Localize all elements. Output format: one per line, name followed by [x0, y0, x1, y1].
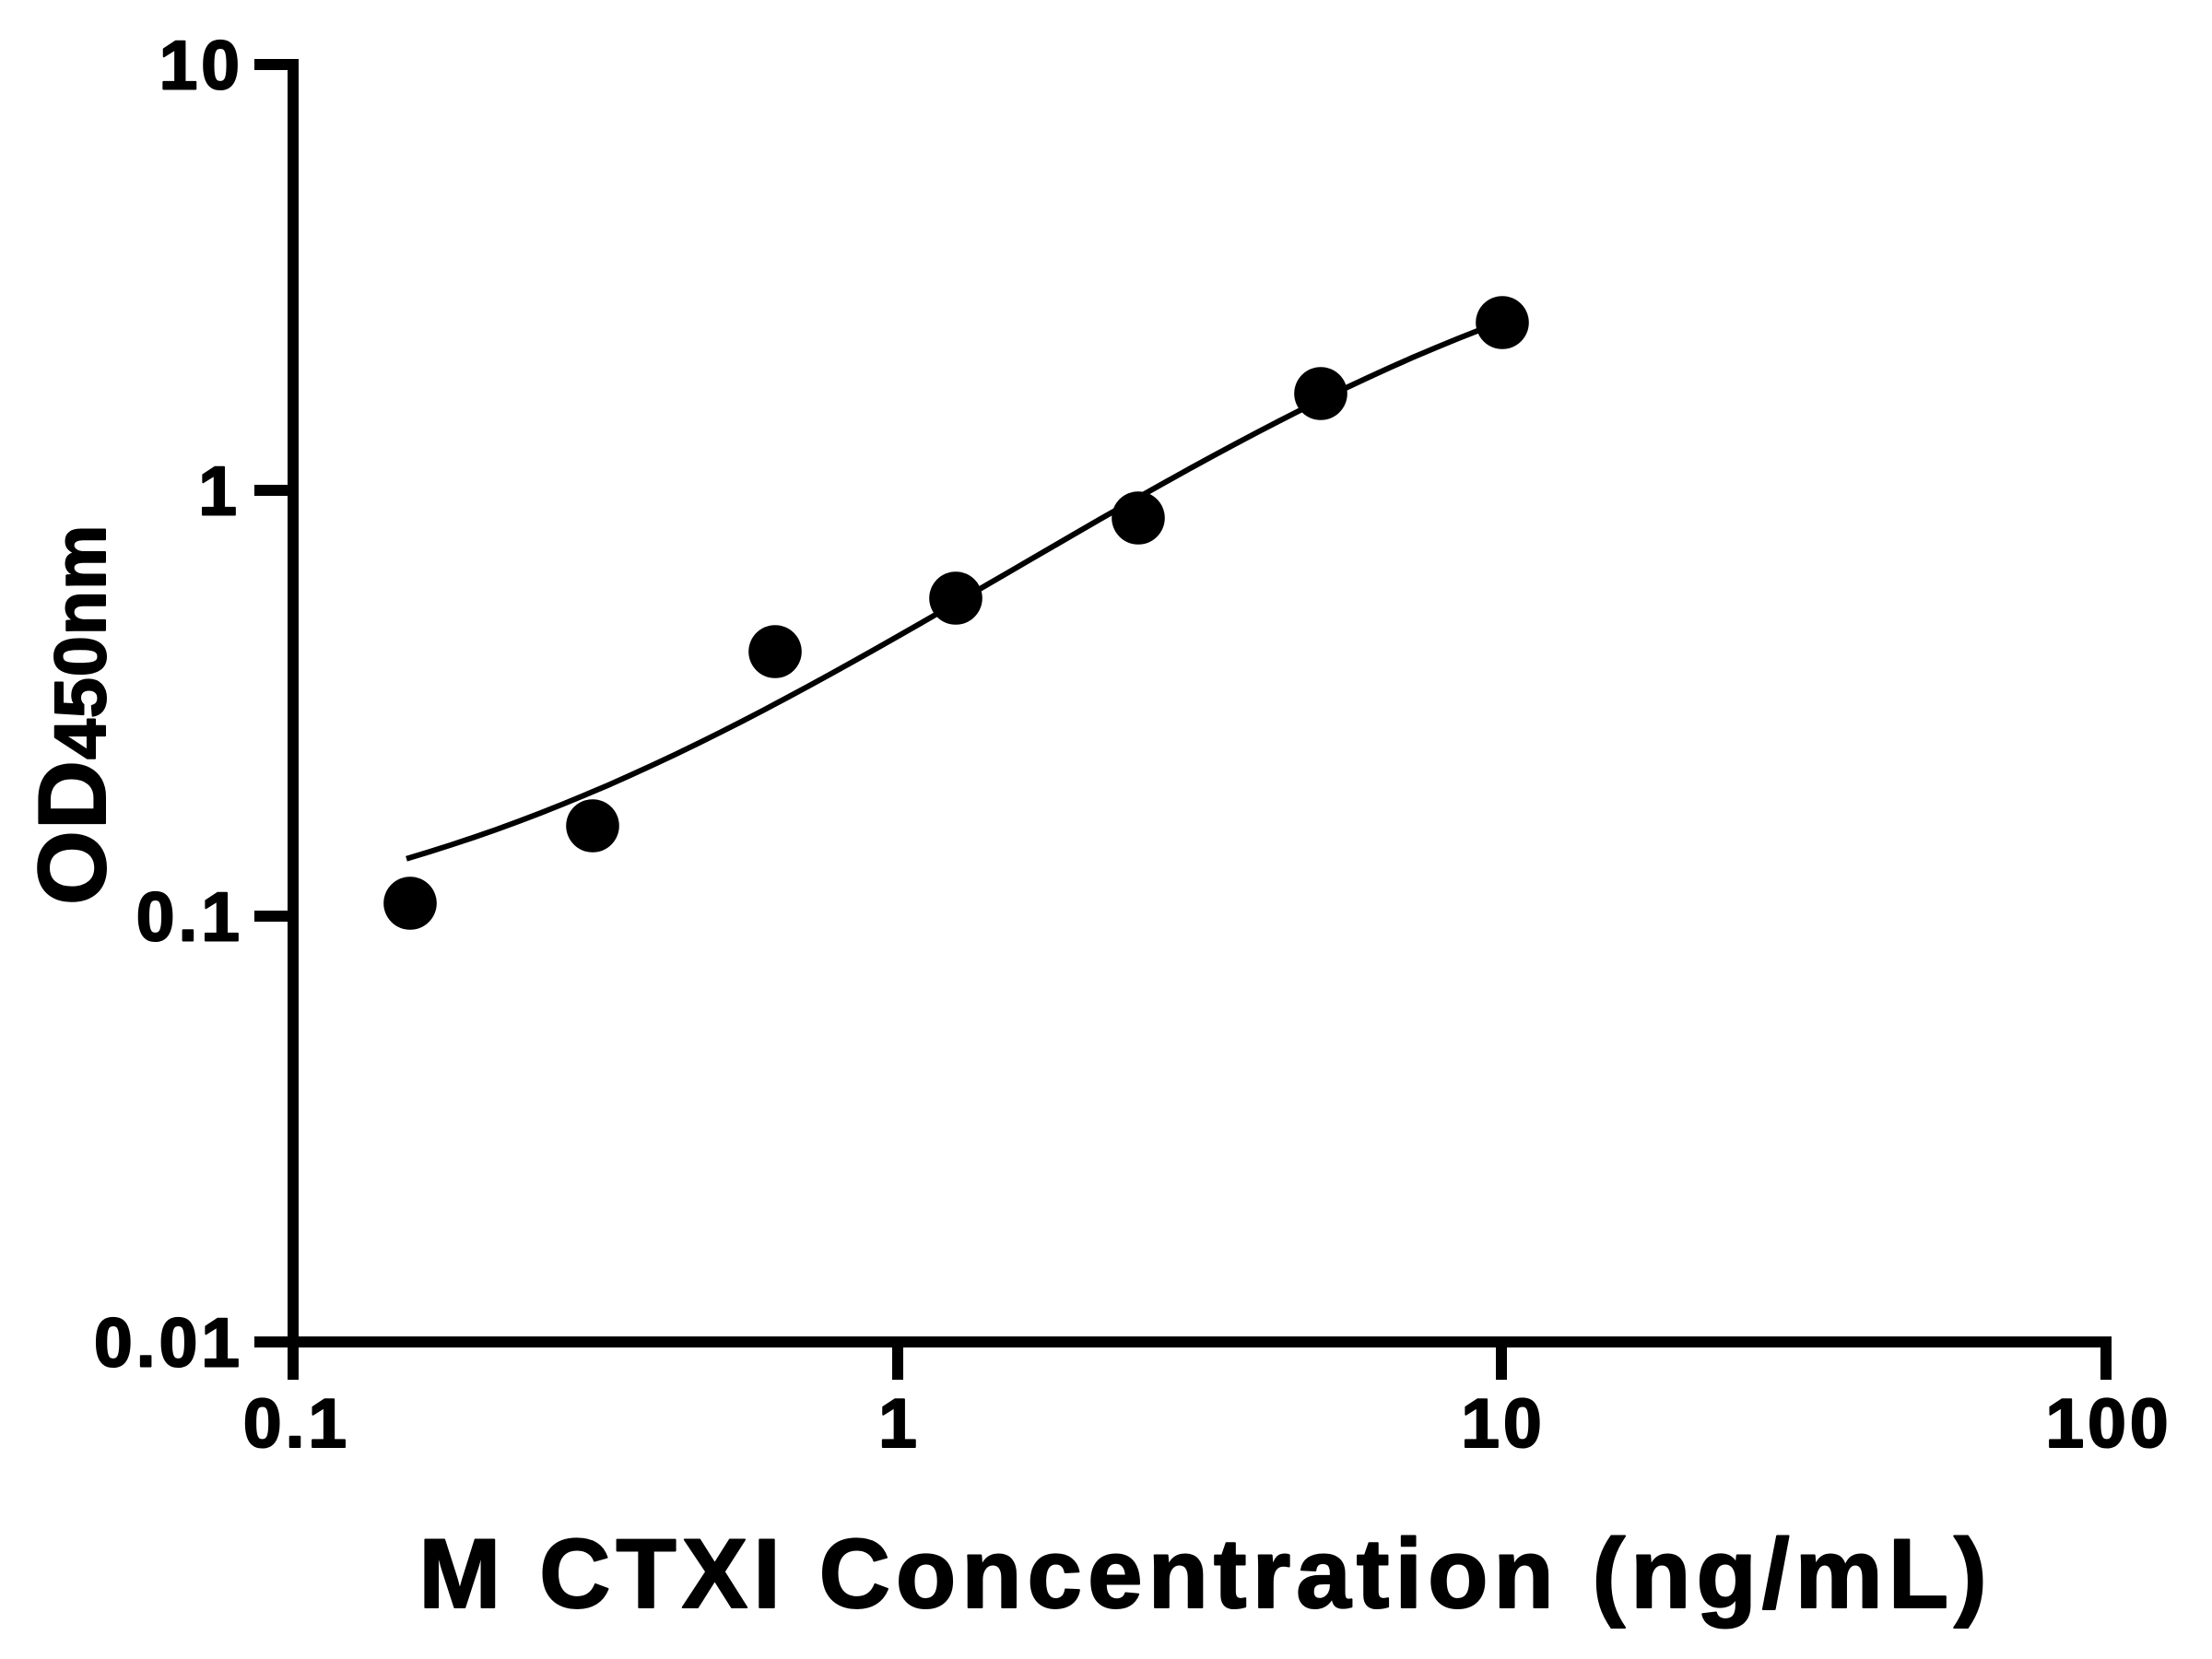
svg-text:10: 10 [1461, 1384, 1545, 1462]
svg-text:M CTXI Concentration (ng/mL): M CTXI Concentration (ng/mL) [418, 1518, 1992, 1629]
svg-text:0.1: 0.1 [136, 878, 243, 956]
svg-text:10: 10 [159, 27, 243, 104]
svg-text:100: 100 [2045, 1384, 2171, 1462]
svg-text:1: 1 [198, 453, 237, 530]
svg-text:0.1: 0.1 [243, 1384, 350, 1462]
svg-text:OD450nm: OD450nm [19, 524, 126, 905]
svg-text:0.01: 0.01 [94, 1304, 243, 1382]
svg-text:1: 1 [878, 1384, 917, 1462]
